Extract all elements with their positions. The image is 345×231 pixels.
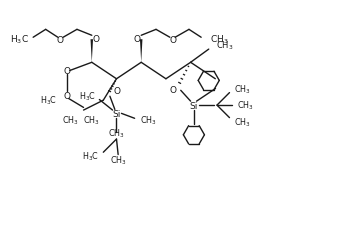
Text: O: O <box>169 36 176 45</box>
Text: O: O <box>57 36 64 45</box>
Text: O: O <box>92 35 99 44</box>
Polygon shape <box>90 40 93 63</box>
Text: H$_3$C: H$_3$C <box>82 150 99 163</box>
Text: CH$_3$: CH$_3$ <box>237 99 254 111</box>
Text: O: O <box>134 35 141 44</box>
Text: CH$_3$: CH$_3$ <box>108 127 125 140</box>
Text: CH$_3$: CH$_3$ <box>83 114 100 127</box>
Text: Si: Si <box>190 101 198 110</box>
Text: O: O <box>169 86 176 95</box>
Text: O: O <box>114 86 121 95</box>
Text: CH$_3$: CH$_3$ <box>234 83 251 95</box>
Text: CH$_3$: CH$_3$ <box>140 114 157 127</box>
Text: CH$_3$: CH$_3$ <box>210 34 228 46</box>
Text: CH$_3$: CH$_3$ <box>234 116 251 128</box>
Text: Si: Si <box>112 109 121 118</box>
Text: H$_3$C: H$_3$C <box>10 34 29 46</box>
Text: CH$_3$: CH$_3$ <box>216 40 234 52</box>
Text: O: O <box>63 67 71 76</box>
Text: H$_3$C: H$_3$C <box>40 94 57 107</box>
Text: CH$_3$: CH$_3$ <box>110 154 127 166</box>
Polygon shape <box>140 40 142 63</box>
Text: H$_3$C: H$_3$C <box>79 91 96 103</box>
Text: O: O <box>63 91 71 100</box>
Text: CH$_3$: CH$_3$ <box>62 114 79 127</box>
